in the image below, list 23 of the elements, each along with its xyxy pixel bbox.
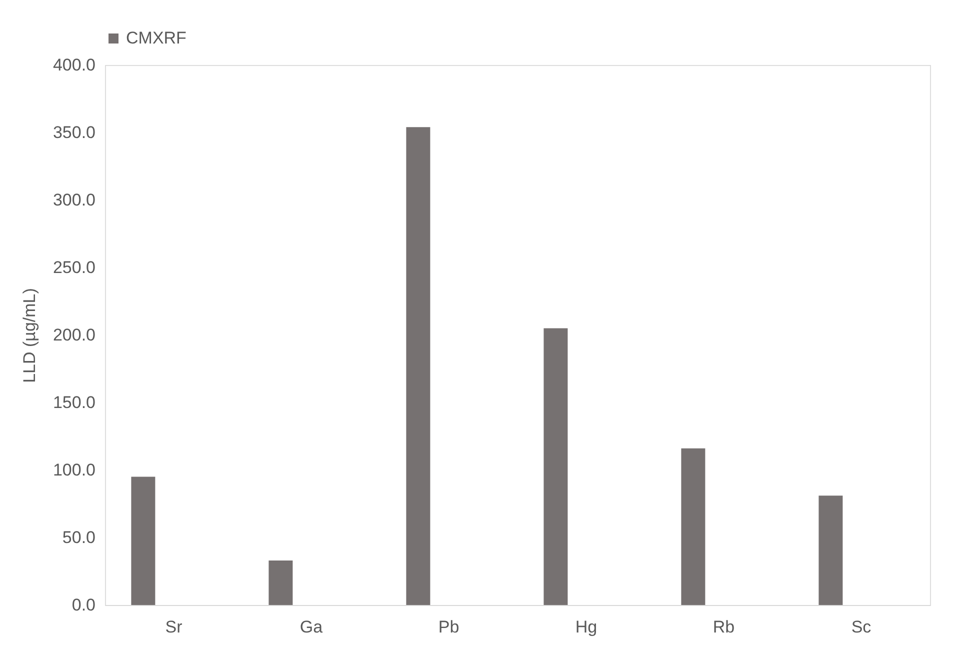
bar [818, 496, 843, 605]
bar [268, 560, 293, 605]
y-axis-title: LLD (µg/mL) [20, 288, 39, 383]
y-tick-label: 100.0 [52, 460, 96, 480]
bar [544, 328, 568, 605]
bar [406, 127, 430, 605]
bar [681, 448, 706, 605]
y-tick-label: 350.0 [52, 123, 96, 142]
y-tick-label: 50.0 [62, 528, 96, 547]
y-tick-label: 0.0 [72, 596, 96, 614]
y-tick-label: 300.0 [52, 190, 96, 210]
bar [131, 476, 156, 605]
y-tick-label: 200.0 [52, 326, 96, 344]
x-tick-label: Ga [300, 618, 324, 636]
legend-label: CMXRF [126, 28, 186, 48]
y-tick-label: 400.0 [52, 56, 96, 74]
y-tick-label: 250.0 [52, 258, 96, 277]
x-tick-label: Hg [575, 618, 598, 636]
x-tick-label: Rb [712, 618, 735, 636]
x-tick-label: Pb [438, 618, 460, 636]
y-tick-label: 150.0 [52, 393, 96, 412]
x-tick-label: Sc [851, 618, 872, 636]
x-tick-label: Sr [165, 618, 183, 636]
